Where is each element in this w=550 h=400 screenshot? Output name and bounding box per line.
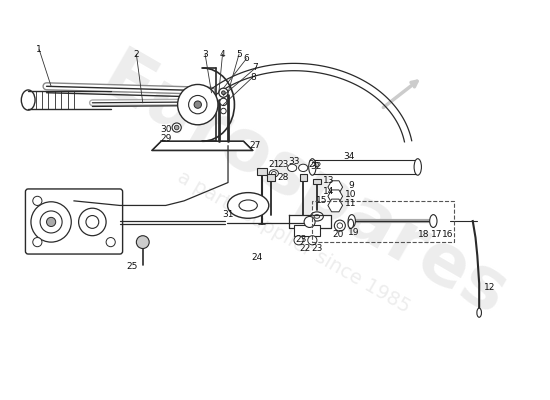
- Circle shape: [174, 125, 179, 130]
- Circle shape: [222, 91, 225, 94]
- Ellipse shape: [288, 164, 297, 172]
- Ellipse shape: [414, 159, 421, 175]
- Circle shape: [178, 84, 218, 125]
- Text: 18: 18: [419, 230, 430, 239]
- Text: Eurospares: Eurospares: [88, 43, 519, 331]
- Text: 25: 25: [126, 262, 138, 271]
- Text: 3: 3: [202, 50, 208, 59]
- Circle shape: [47, 217, 56, 226]
- Ellipse shape: [430, 215, 437, 228]
- Text: 14: 14: [323, 187, 334, 196]
- Text: 10: 10: [345, 190, 356, 199]
- Bar: [257, 168, 267, 175]
- Text: 23: 23: [277, 160, 289, 169]
- Ellipse shape: [270, 170, 278, 177]
- Bar: [314, 179, 321, 184]
- Text: 34: 34: [343, 152, 355, 161]
- Text: 5: 5: [236, 50, 242, 59]
- Ellipse shape: [239, 200, 257, 211]
- Polygon shape: [152, 141, 253, 150]
- Text: 23: 23: [296, 235, 307, 244]
- Ellipse shape: [477, 308, 481, 317]
- Text: 1: 1: [36, 45, 42, 54]
- Ellipse shape: [311, 212, 323, 221]
- Bar: [267, 174, 275, 181]
- Text: 9: 9: [348, 181, 354, 190]
- Ellipse shape: [309, 159, 316, 175]
- Circle shape: [79, 208, 106, 236]
- Circle shape: [31, 202, 72, 242]
- Circle shape: [334, 220, 345, 231]
- Circle shape: [194, 101, 201, 108]
- Circle shape: [136, 236, 149, 248]
- Circle shape: [172, 123, 182, 132]
- Circle shape: [33, 196, 42, 206]
- Text: 28: 28: [277, 174, 289, 182]
- Circle shape: [189, 96, 207, 114]
- Text: a parts supplier since 1985: a parts supplier since 1985: [174, 168, 414, 317]
- Text: 27: 27: [250, 141, 261, 150]
- Text: 20: 20: [332, 230, 344, 239]
- Ellipse shape: [21, 90, 35, 110]
- Text: 15: 15: [316, 196, 327, 205]
- Text: 11: 11: [345, 199, 356, 208]
- Bar: [312, 201, 454, 242]
- Bar: [300, 174, 307, 181]
- Text: 2: 2: [134, 50, 139, 59]
- Polygon shape: [289, 215, 331, 228]
- Text: 30: 30: [160, 125, 172, 134]
- Text: 6: 6: [244, 54, 249, 63]
- Ellipse shape: [348, 219, 354, 228]
- Ellipse shape: [228, 193, 269, 218]
- Circle shape: [33, 238, 42, 247]
- Circle shape: [308, 236, 317, 245]
- Circle shape: [40, 211, 62, 233]
- Text: 29: 29: [160, 134, 172, 143]
- Text: 23: 23: [311, 244, 323, 253]
- Text: 21: 21: [268, 160, 279, 169]
- Text: 26: 26: [309, 160, 320, 169]
- Ellipse shape: [314, 215, 320, 218]
- Text: 12: 12: [483, 284, 495, 292]
- Circle shape: [337, 223, 343, 228]
- Text: 24: 24: [252, 253, 263, 262]
- Circle shape: [106, 238, 116, 247]
- Text: 13: 13: [323, 176, 334, 185]
- Circle shape: [304, 216, 315, 228]
- Text: 17: 17: [431, 230, 443, 239]
- Circle shape: [220, 98, 227, 106]
- Text: 16: 16: [442, 230, 454, 239]
- Text: 32: 32: [310, 162, 322, 170]
- Text: 31: 31: [222, 210, 234, 219]
- Circle shape: [86, 216, 99, 228]
- Text: 22: 22: [299, 244, 311, 253]
- Circle shape: [219, 88, 228, 97]
- Ellipse shape: [299, 164, 308, 172]
- Circle shape: [221, 108, 226, 114]
- Text: 4: 4: [219, 50, 226, 59]
- Text: 8: 8: [250, 73, 256, 82]
- Text: 7: 7: [252, 64, 258, 72]
- Ellipse shape: [348, 215, 355, 228]
- Ellipse shape: [272, 172, 276, 175]
- Text: 33: 33: [288, 157, 300, 166]
- Bar: [294, 225, 320, 236]
- FancyBboxPatch shape: [25, 189, 123, 254]
- Text: 19: 19: [348, 228, 359, 238]
- Circle shape: [294, 236, 303, 245]
